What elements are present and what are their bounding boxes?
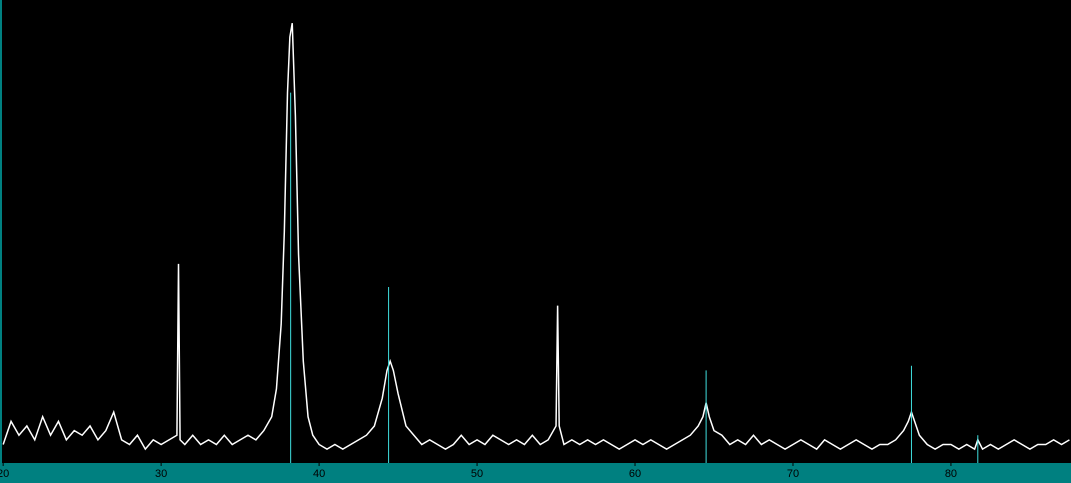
x-tick-label: 70 [787, 468, 799, 480]
y-axis-bar [0, 0, 2, 463]
x-axis-bar [0, 463, 1071, 483]
x-tick-label: 50 [471, 468, 483, 480]
x-tick-label: 80 [945, 468, 957, 480]
x-tick-label: 30 [155, 468, 167, 480]
x-tick-label: 40 [313, 468, 325, 480]
spectrum-line [2, 23, 1070, 451]
x-tick-label: 60 [629, 468, 641, 480]
x-tick-label: 20 [0, 468, 9, 480]
